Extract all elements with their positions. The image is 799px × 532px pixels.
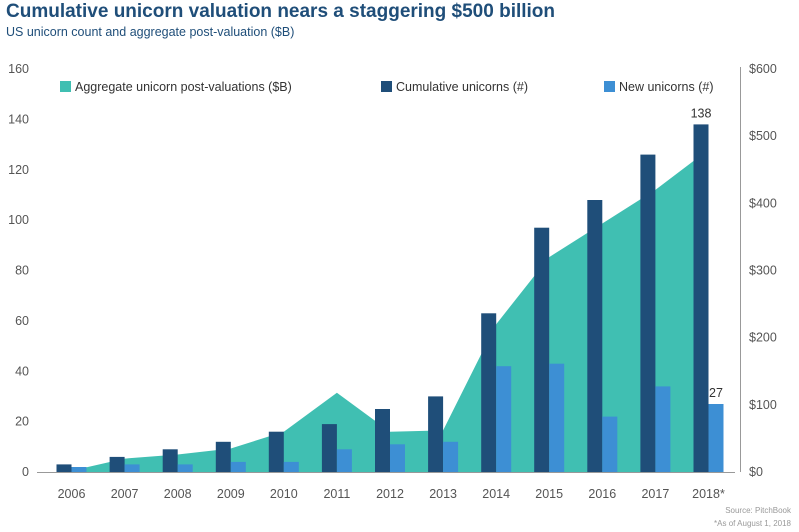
- bar-new-unicorns: [655, 386, 671, 472]
- chart-title: Cumulative unicorn valuation nears a sta…: [6, 1, 556, 22]
- x-axis-tick-label: 2011: [323, 487, 350, 501]
- legend-label: Aggregate unicorn post-valuations ($B): [75, 80, 292, 94]
- x-axis-tick-label: 2014: [482, 487, 510, 501]
- left-axis-tick-label: 160: [8, 62, 29, 76]
- bar-new-unicorns: [549, 363, 565, 472]
- x-axis-tick-label: 2015: [535, 487, 563, 501]
- x-axis-tick-label: 2010: [270, 487, 298, 501]
- bar-new-unicorns: [708, 404, 724, 472]
- bar-cumulative-unicorns: [109, 456, 125, 472]
- right-axis-tick-label: $300: [749, 264, 777, 278]
- x-axis-tick-label: 2016: [588, 487, 616, 501]
- bar-cumulative-unicorns: [587, 200, 603, 472]
- x-axis-tick-label: 2018*: [692, 487, 725, 501]
- left-axis-tick-label: 80: [15, 264, 29, 278]
- left-axis-tick-label: 100: [8, 213, 29, 227]
- x-axis-tick-label: 2008: [164, 487, 192, 501]
- right-axis-tick-label: $600: [749, 62, 777, 76]
- x-axis-tick-label: 2006: [58, 487, 86, 501]
- x-axis-tick-label: 2009: [217, 487, 245, 501]
- left-axis-tick-label: 0: [22, 465, 29, 479]
- right-axis-tick-label: $0: [749, 465, 763, 479]
- left-axis-tick-label: 40: [15, 364, 29, 378]
- right-axis-tick-label: $200: [749, 331, 777, 345]
- bar-cumulative-unicorns: [268, 431, 284, 472]
- legend-label: Cumulative unicorns (#): [396, 80, 528, 94]
- bar-new-unicorns: [230, 461, 246, 472]
- legend-label: New unicorns (#): [619, 80, 713, 94]
- bar-cumulative-unicorns: [534, 227, 550, 472]
- bar-new-unicorns: [602, 416, 618, 472]
- left-axis-tick-label: 60: [15, 314, 29, 328]
- left-axis-tick-label: 20: [15, 415, 29, 429]
- bar-new-unicorns: [336, 449, 352, 472]
- bar-cumulative-unicorns: [428, 396, 444, 472]
- legend-swatch: [60, 81, 71, 92]
- data-label: 27: [709, 386, 723, 400]
- bar-new-unicorns: [71, 467, 87, 472]
- bar-cumulative-unicorns: [693, 124, 709, 473]
- x-axis-tick-label: 2007: [111, 487, 139, 501]
- bar-cumulative-unicorns: [375, 409, 390, 472]
- bar-new-unicorns: [443, 441, 459, 472]
- bar-cumulative-unicorns: [162, 449, 178, 472]
- x-axis-tick-label: 2013: [429, 487, 457, 501]
- right-axis-tick-label: $100: [749, 398, 777, 412]
- data-label: 138: [691, 106, 712, 120]
- bar-cumulative-unicorns: [215, 441, 231, 472]
- footnote: *As of August 1, 2018: [714, 519, 791, 528]
- bar-cumulative-unicorns: [321, 424, 337, 472]
- legend-swatch: [381, 81, 392, 92]
- right-axis-tick-label: $400: [749, 196, 777, 210]
- legend-swatch: [604, 81, 615, 92]
- bar-new-unicorns: [496, 366, 512, 472]
- bar-new-unicorns: [124, 464, 140, 472]
- bar-cumulative-unicorns: [481, 313, 497, 472]
- bar-new-unicorns: [390, 444, 405, 472]
- bar-new-unicorns: [283, 461, 299, 472]
- bar-cumulative-unicorns: [640, 154, 656, 472]
- bar-new-unicorns: [177, 464, 193, 472]
- bar-cumulative-unicorns: [56, 464, 72, 472]
- chart-subtitle: US unicorn count and aggregate post-valu…: [6, 25, 295, 39]
- left-axis-tick-label: 120: [8, 163, 29, 177]
- source-note: Source: PitchBook: [725, 506, 791, 515]
- x-axis-tick-label: 2012: [376, 487, 404, 501]
- x-axis-tick-label: 2017: [641, 487, 669, 501]
- right-axis-tick-label: $500: [749, 129, 777, 143]
- left-axis-tick-label: 140: [8, 112, 29, 126]
